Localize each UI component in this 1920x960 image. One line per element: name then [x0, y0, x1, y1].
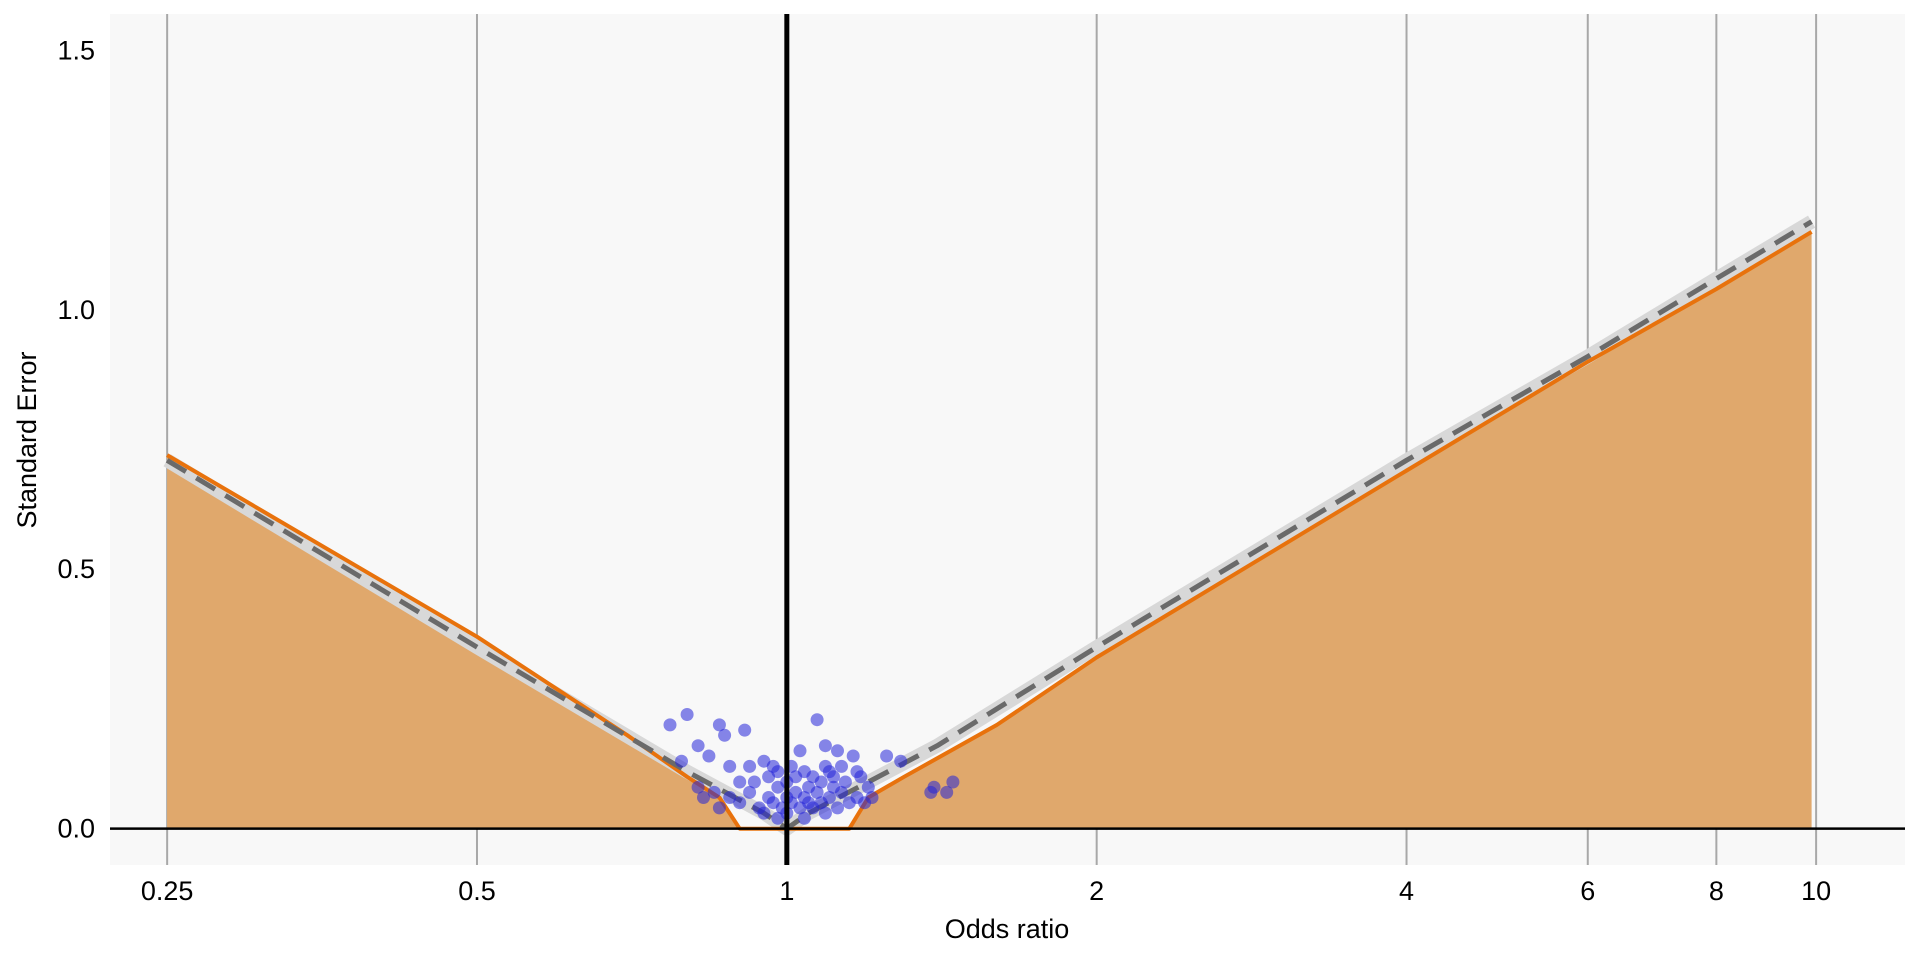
study-point	[789, 770, 803, 784]
x-tick-label: 0.25	[141, 876, 194, 906]
y-axis-title: Standard Error	[12, 351, 42, 528]
study-point	[771, 811, 785, 825]
study-point	[691, 780, 705, 794]
study-point	[814, 775, 828, 789]
study-point	[675, 754, 688, 768]
study-point	[738, 723, 752, 737]
study-point	[810, 713, 824, 727]
axes	[110, 14, 1905, 865]
study-point	[733, 796, 747, 810]
study-point	[838, 775, 852, 789]
study-points	[663, 708, 960, 825]
study-point	[880, 749, 894, 763]
x-tick-label: 6	[1580, 876, 1595, 906]
study-point	[822, 765, 836, 779]
tick-labels: 0.25 0.5 1 2 4 6 8 10 0.0 0.5 1.0 1.5	[57, 35, 1831, 906]
study-point	[743, 785, 757, 799]
study-point	[697, 791, 710, 804]
x-tick-label: 4	[1399, 876, 1414, 906]
study-point	[818, 806, 832, 820]
study-point	[718, 728, 732, 742]
x-tick-label: 1	[779, 876, 794, 906]
x-tick-label: 2	[1089, 876, 1104, 906]
contour-area	[167, 231, 1812, 829]
study-point	[846, 749, 860, 763]
study-point	[858, 796, 872, 810]
study-point	[861, 780, 875, 794]
study-point	[946, 775, 960, 789]
study-point	[723, 791, 737, 804]
study-point	[663, 718, 677, 732]
study-point	[831, 744, 844, 758]
study-point	[712, 718, 726, 732]
study-point	[723, 759, 737, 773]
study-point	[940, 785, 954, 799]
study-point	[793, 744, 807, 758]
x-tick-label: 10	[1801, 876, 1831, 906]
y-tick-label: 0.0	[57, 814, 95, 844]
study-point	[747, 775, 761, 789]
study-point	[680, 708, 694, 721]
y-tick-label: 1.5	[57, 35, 95, 65]
study-point	[802, 780, 816, 794]
study-point	[757, 806, 771, 820]
study-point	[691, 739, 705, 753]
study-point	[927, 780, 941, 794]
study-point	[797, 811, 811, 825]
dashed-line	[165, 219, 1813, 832]
contour-fill	[167, 231, 1812, 829]
study-point	[835, 759, 848, 773]
study-point	[707, 785, 721, 799]
study-point	[894, 754, 908, 768]
study-point	[743, 759, 757, 773]
study-point	[822, 791, 836, 804]
study-point	[702, 749, 716, 763]
y-tick-label: 1.0	[57, 295, 95, 325]
study-point	[766, 759, 780, 773]
study-point	[831, 801, 844, 815]
x-axis-title: Odds ratio	[945, 914, 1070, 944]
study-point	[733, 775, 747, 789]
study-point	[827, 780, 840, 794]
y-tick-label: 0.5	[57, 554, 95, 584]
x-tick-label: 8	[1709, 876, 1724, 906]
x-tick-label: 0.5	[458, 876, 496, 906]
study-point	[818, 739, 832, 753]
study-point	[712, 801, 726, 815]
study-point	[762, 770, 776, 784]
study-point	[854, 770, 868, 784]
